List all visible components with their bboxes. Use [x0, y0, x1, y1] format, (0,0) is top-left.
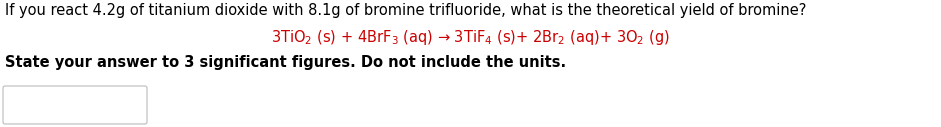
- Text: State your answer to 3 significant figures. Do not include the units.: State your answer to 3 significant figur…: [5, 55, 566, 70]
- FancyBboxPatch shape: [3, 86, 147, 124]
- Text: If you react 4.2g of titanium dioxide with 8.1g of bromine trifluoride, what is : If you react 4.2g of titanium dioxide wi…: [5, 3, 806, 18]
- Text: 3TiO$_2$ (s) + 4BrF$_3$ (aq) → 3TiF$_4$ (s)+ 2Br$_2$ (aq)+ 3O$_2$ (g): 3TiO$_2$ (s) + 4BrF$_3$ (aq) → 3TiF$_4$ …: [271, 28, 670, 47]
